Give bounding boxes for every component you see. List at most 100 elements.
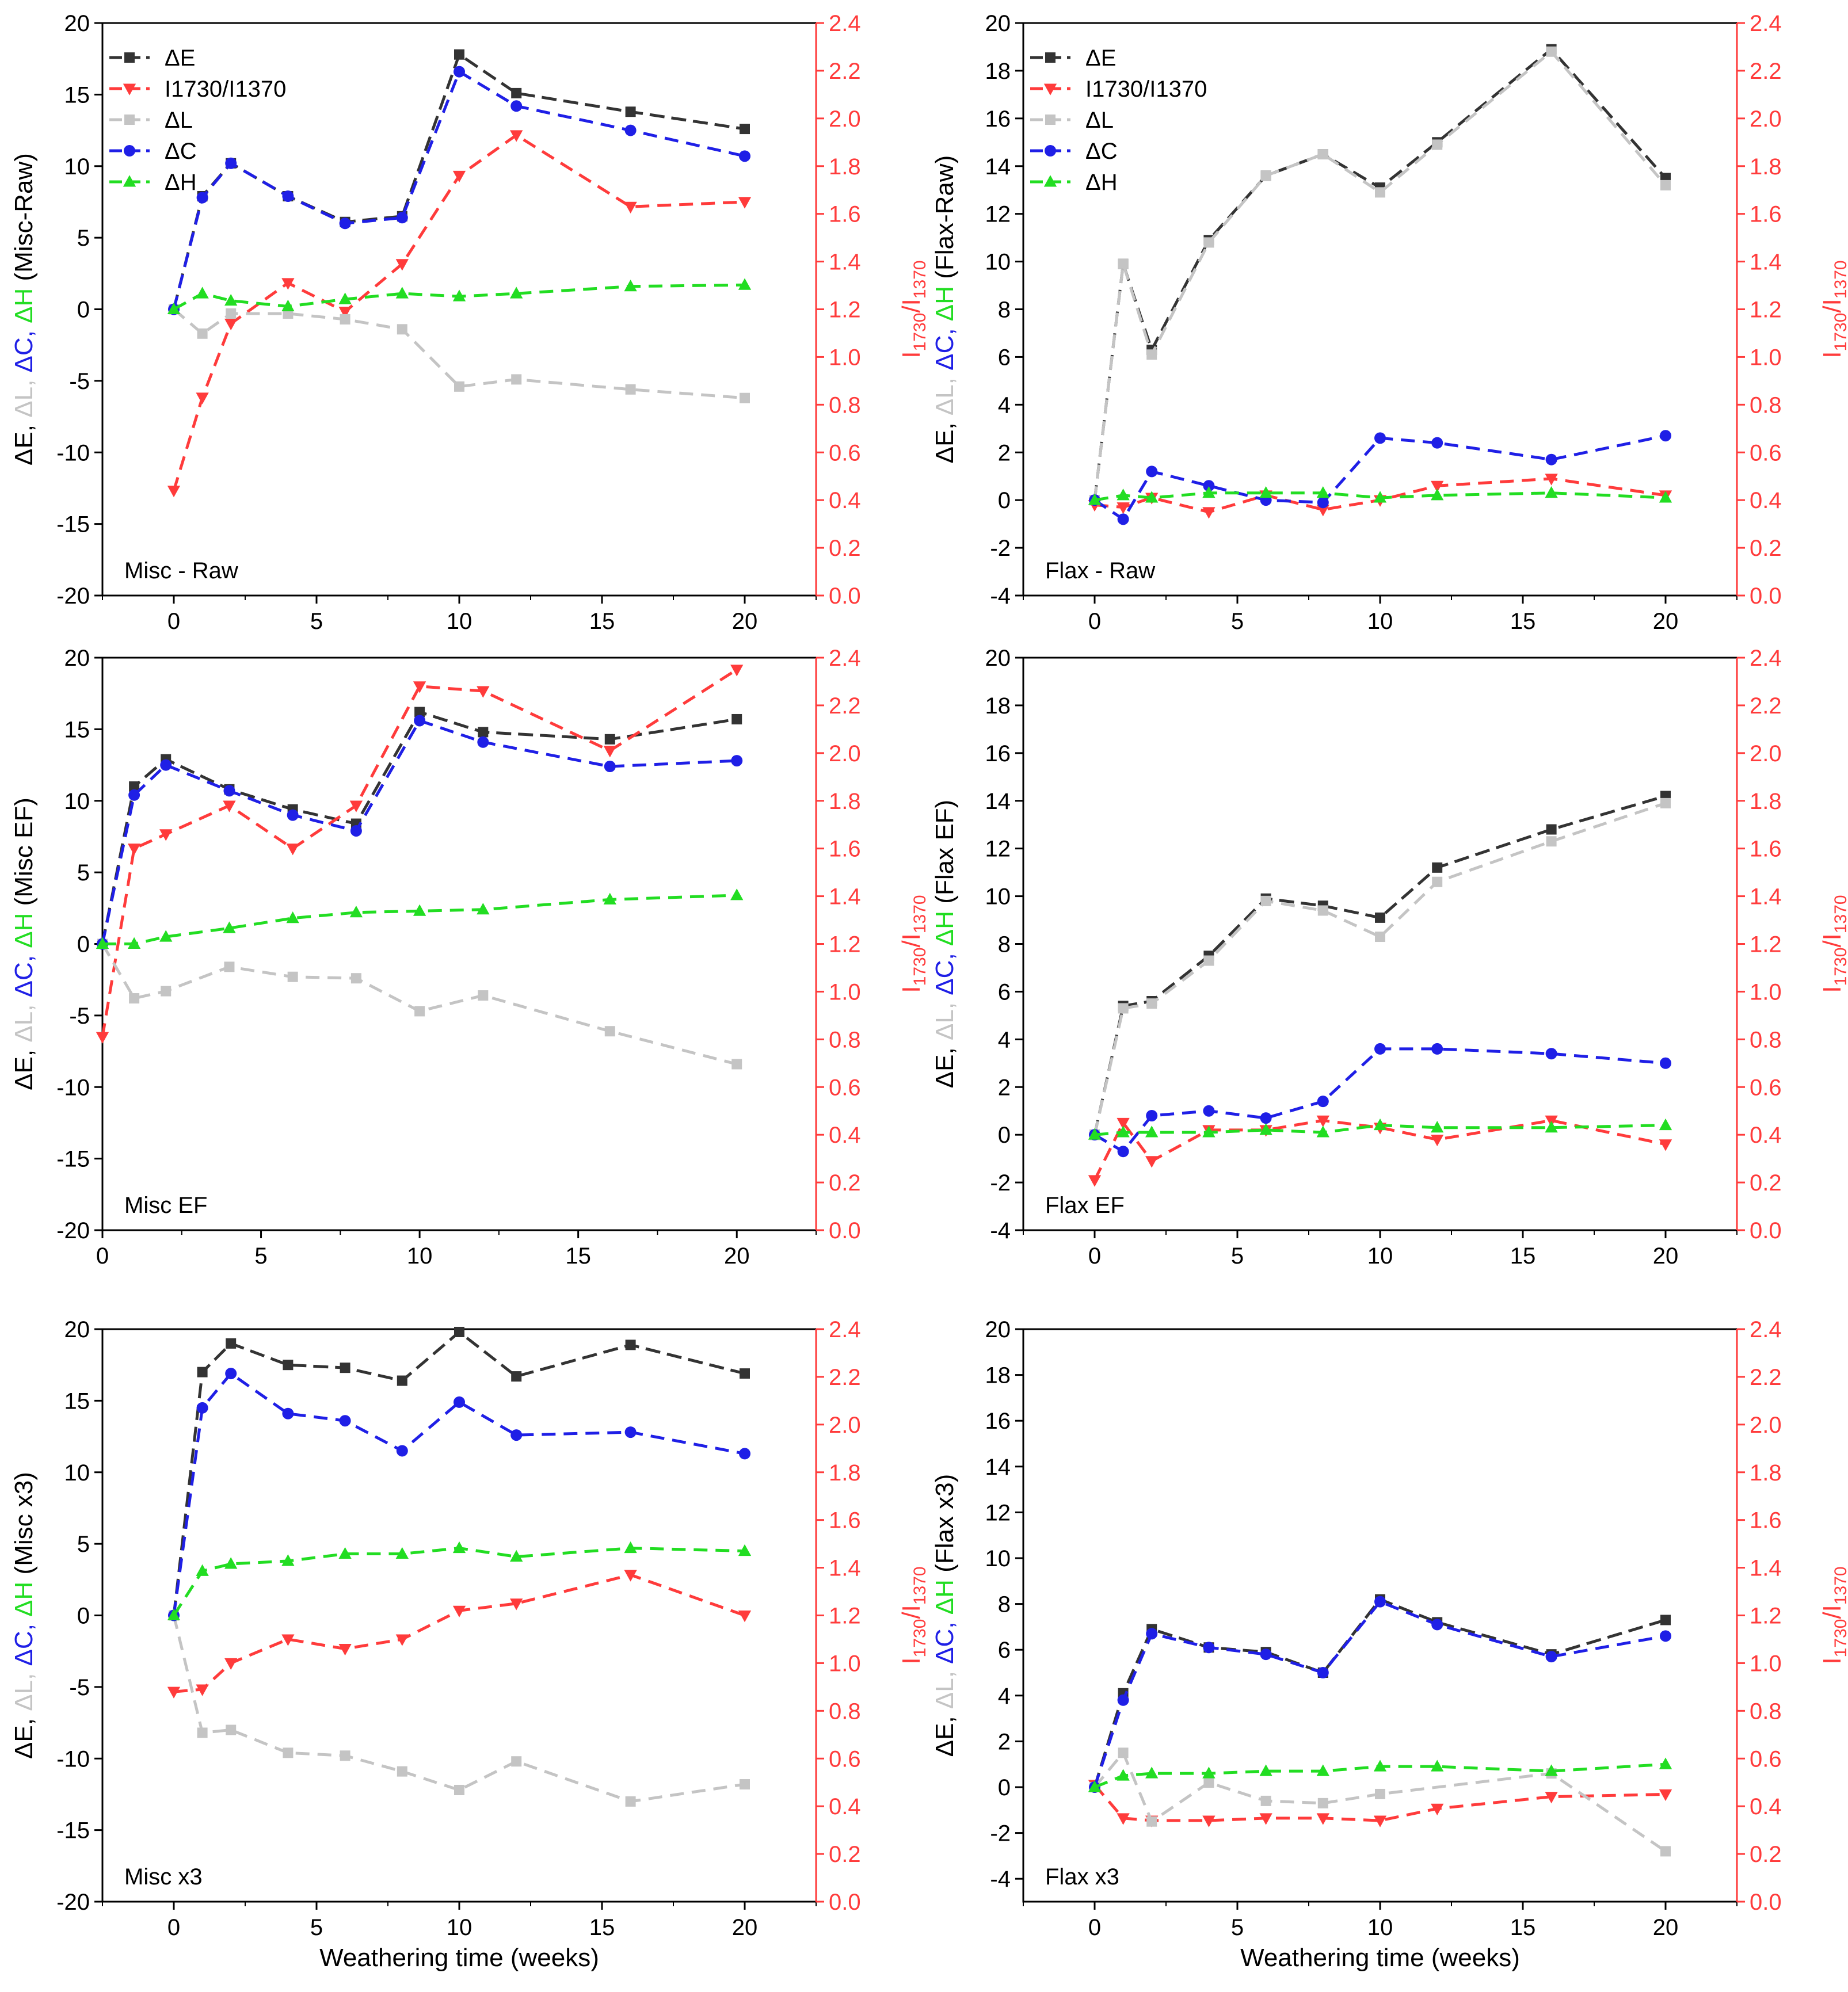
data-point-dC xyxy=(128,789,140,801)
y2-tick-label: 2.0 xyxy=(1750,106,1782,132)
x-tick-label: 0 xyxy=(1088,609,1101,634)
data-point-dE xyxy=(478,727,489,738)
y-axis-label-part: (Flax EF) xyxy=(931,800,959,911)
y-tick-label: -10 xyxy=(56,440,90,465)
x-tick-label: 15 xyxy=(1510,1915,1536,1940)
data-point-ratio xyxy=(452,170,466,183)
panel-label: Misc EF xyxy=(124,1193,207,1218)
y2-tick-label: 2.2 xyxy=(1750,59,1782,84)
series-dL xyxy=(1089,46,1671,506)
y-axis-label-part: ΔL, xyxy=(931,1664,959,1709)
data-point-ratio xyxy=(1431,1134,1444,1147)
data-point-dH xyxy=(1659,1757,1672,1769)
y2-tick-label: 0.0 xyxy=(1750,583,1782,609)
y2-tick-label: 1.2 xyxy=(1750,932,1782,957)
series-line-dH xyxy=(1094,491,1666,502)
data-point-dE xyxy=(1660,1615,1671,1625)
y2-tick-label: 0.4 xyxy=(829,1123,861,1148)
x-tick-label: 15 xyxy=(1510,1243,1536,1269)
legend-label: ΔL xyxy=(1085,108,1114,133)
legend-label: ΔE xyxy=(165,45,195,71)
chart-panel-5: 0 5 10 15 20 -20 -15 -10 -5 0 5 10 15 20 0.0 0.2 0.4 0.6 0… xyxy=(10,1317,929,1972)
data-point-dC xyxy=(1545,453,1557,465)
y-axis-label-part: ΔE, xyxy=(10,1043,38,1090)
data-point-dH xyxy=(338,292,352,304)
y2-tick-label: 1.4 xyxy=(1750,1556,1782,1581)
y-tick-label: 0 xyxy=(998,1123,1011,1148)
series-dH xyxy=(1088,1757,1672,1792)
x-tick-label: 0 xyxy=(1088,1243,1101,1269)
y-tick-label: -2 xyxy=(990,1821,1011,1846)
y-tick-label: 8 xyxy=(998,932,1011,957)
data-point-dH xyxy=(624,1541,637,1554)
data-point-dC xyxy=(1146,1628,1158,1640)
panel-label: Flax EF xyxy=(1045,1193,1125,1218)
y-tick-label: 2 xyxy=(998,1075,1011,1100)
data-point-dE xyxy=(283,1360,294,1371)
data-point-dH xyxy=(196,1564,209,1576)
y2-tick-label: 0.6 xyxy=(829,1746,861,1772)
y2-label-part: I xyxy=(897,986,925,993)
plot-frame xyxy=(101,657,817,1231)
data-point-dH xyxy=(1117,489,1130,501)
y2-label-sub: 1370 xyxy=(1831,1566,1848,1605)
data-point-dH xyxy=(395,287,409,299)
legend-marker-dE xyxy=(124,52,135,63)
y2-tick-label: 2.4 xyxy=(829,1317,861,1342)
y-axis-label-part: ΔC, xyxy=(931,321,959,371)
y-tick-label: 8 xyxy=(998,297,1011,323)
data-point-dC xyxy=(1660,1630,1671,1642)
data-point-ratio xyxy=(96,1032,109,1044)
data-point-dC xyxy=(1545,1048,1557,1060)
legend-marker-dL xyxy=(124,115,135,125)
series-ratio xyxy=(96,665,744,1044)
y-tick-label: -10 xyxy=(56,1746,90,1772)
data-point-dL xyxy=(1546,46,1557,57)
x-tick-label: 20 xyxy=(1653,1915,1679,1940)
data-point-ratio xyxy=(1545,1792,1558,1804)
legend-label: ΔH xyxy=(165,170,197,195)
y2-tick-label: 0.6 xyxy=(1750,1746,1782,1772)
data-point-dL xyxy=(226,1724,237,1735)
data-point-ratio xyxy=(1117,1813,1130,1825)
x-tick-label: 10 xyxy=(407,1243,433,1269)
data-point-dH xyxy=(1259,1123,1272,1135)
data-point-dL xyxy=(478,990,489,1001)
data-point-dH xyxy=(1088,1780,1102,1792)
x-tick-label: 5 xyxy=(1231,609,1244,634)
y-axis-label-part: ΔL, xyxy=(10,997,38,1042)
data-point-ratio xyxy=(477,686,490,698)
data-point-ratio xyxy=(452,1605,466,1617)
y-tick-label: 10 xyxy=(985,1546,1011,1571)
chart-panel-1: 0 5 10 15 20 -20 -15 -10 -5 0 5 10 15 20 0.0 0.2 0.4 0.6 0… xyxy=(10,11,929,634)
x-tick-label: 0 xyxy=(1088,1915,1101,1940)
y-axis-label-part: ΔH xyxy=(931,286,959,321)
series-line-dH xyxy=(1094,1762,1666,1789)
data-point-dE xyxy=(1375,912,1385,923)
series-dC xyxy=(1089,430,1671,525)
series-dE xyxy=(1089,791,1671,1140)
data-point-dC xyxy=(477,736,489,748)
legend-marker-dC xyxy=(1045,145,1056,157)
y-tick-label: 5 xyxy=(77,226,90,251)
y-tick-label: 10 xyxy=(64,154,90,180)
y2-tick-label: 0.8 xyxy=(1750,392,1782,418)
data-point-dE xyxy=(740,1368,750,1379)
data-point-dH xyxy=(1659,491,1672,503)
data-point-dC xyxy=(1374,1043,1386,1055)
data-point-dH xyxy=(1373,491,1387,503)
data-point-dH xyxy=(1145,1766,1159,1779)
data-point-dE xyxy=(197,1367,208,1377)
y2-label-part: I xyxy=(1818,1657,1846,1664)
data-point-dE xyxy=(511,87,522,98)
data-point-ratio xyxy=(603,746,616,758)
data-point-dL xyxy=(397,324,407,335)
data-point-dL xyxy=(1203,955,1214,966)
y-axis-label: ΔE, ΔL, ΔC, ΔH (Flax EF) xyxy=(931,800,959,1088)
series-dH xyxy=(167,278,752,315)
series-ratio xyxy=(167,1570,752,1699)
y2-label-sub: 1370 xyxy=(1831,895,1848,933)
data-point-dL xyxy=(287,971,298,982)
data-point-dL xyxy=(1432,876,1443,887)
series-dL xyxy=(97,938,742,1070)
